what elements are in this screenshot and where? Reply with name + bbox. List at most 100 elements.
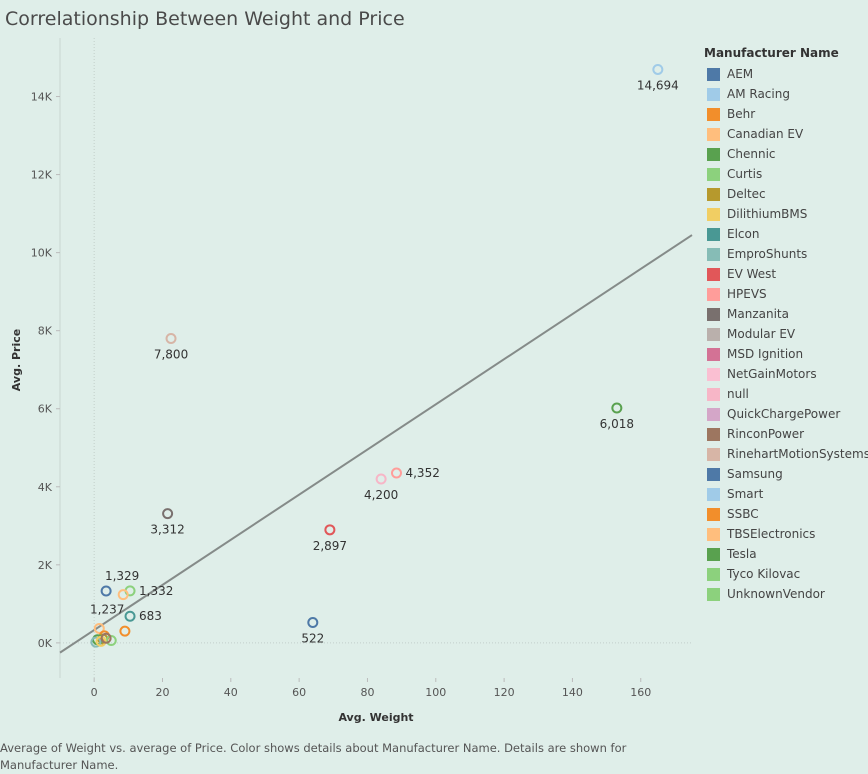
data-point[interactable] — [124, 610, 136, 622]
legend-item[interactable]: RinehartMotionSystems — [704, 444, 868, 464]
data-point[interactable] — [375, 473, 387, 485]
axis-layer: 0 20 40 60 80 100 120 140 160 0K 2K 4K 6K 8K 10K 12K 14K — [31, 38, 651, 699]
data-label: 683 — [139, 609, 162, 623]
legend-swatch — [707, 367, 720, 381]
legend-item[interactable]: MSD Ignition — [704, 344, 868, 364]
data-label: 1,237 — [90, 603, 124, 617]
data-point[interactable] — [162, 508, 174, 520]
legend-swatch — [707, 267, 720, 281]
legend-swatch — [707, 447, 720, 461]
data-label: 6,018 — [600, 417, 634, 431]
legend-item[interactable]: QuickChargePower — [704, 404, 868, 424]
legend-label: Modular EV — [727, 327, 796, 341]
legend-swatch — [707, 227, 720, 241]
legend-item[interactable]: Tesla — [704, 544, 868, 564]
y-axis-title: Avg. Price — [10, 329, 23, 391]
legend-label: RinconPower — [727, 427, 805, 441]
legend-label: QuickChargePower — [727, 407, 841, 421]
data-point[interactable] — [611, 402, 623, 414]
legend-swatch — [707, 407, 720, 421]
data-point[interactable] — [100, 585, 112, 597]
legend-swatch — [707, 507, 720, 521]
data-point[interactable] — [307, 617, 319, 629]
data-label: 14,694 — [637, 78, 679, 92]
legend-label: Manzanita — [727, 307, 789, 321]
legend-item[interactable]: TBSElectronics — [704, 524, 868, 544]
legend-item[interactable]: Tyco Kilovac — [704, 564, 868, 584]
data-point[interactable] — [165, 332, 177, 344]
legend-item[interactable]: Behr — [704, 104, 868, 124]
legend-item[interactable]: null — [704, 384, 868, 404]
legend-item[interactable]: AM Racing — [704, 84, 868, 104]
legend-swatch — [707, 527, 720, 541]
data-point[interactable] — [652, 63, 664, 75]
legend-item[interactable]: EmproShunts — [704, 244, 868, 264]
legend-item[interactable]: Smart — [704, 484, 868, 504]
data-point[interactable] — [90, 636, 102, 648]
data-label: 3,312 — [150, 523, 184, 537]
legend-item[interactable]: Samsung — [704, 464, 868, 484]
y-tick-label: 4K — [38, 481, 53, 494]
x-tick-label: 80 — [360, 686, 374, 699]
legend-item[interactable]: RinconPower — [704, 424, 868, 444]
legend-label: null — [727, 387, 749, 401]
legend-label: RinehartMotionSystems — [727, 447, 868, 461]
legend-label: Tesla — [727, 547, 757, 561]
y-tick-label: 14K — [31, 91, 53, 104]
legend-item[interactable]: EV West — [704, 264, 868, 284]
legend-item[interactable]: Manzanita — [704, 304, 868, 324]
legend-item[interactable]: Canadian EV — [704, 124, 868, 144]
legend-items: AEM AM Racing Behr Canadian EV Chennic Curtis… — [704, 64, 868, 604]
legend-swatch — [707, 547, 720, 561]
legend-item[interactable]: AEM — [704, 64, 868, 84]
legend-swatch — [707, 387, 720, 401]
legend-label: AEM — [727, 67, 754, 81]
y-tick-label: 2K — [38, 559, 53, 572]
legend-item[interactable]: Chennic — [704, 144, 868, 164]
legend-swatch — [707, 587, 720, 601]
legend-label: EV West — [727, 267, 777, 281]
legend-label: Tyco Kilovac — [727, 567, 801, 581]
y-tick-label: 0K — [38, 637, 53, 650]
legend-swatch — [707, 167, 720, 181]
legend-label: Canadian EV — [727, 127, 804, 141]
legend-item[interactable]: HPEVS — [704, 284, 868, 304]
chart-title: Correlationship Between Weight and Price — [5, 8, 405, 30]
legend-item[interactable]: DilithiumBMS — [704, 204, 868, 224]
legend-item[interactable]: Modular EV — [704, 324, 868, 344]
legend-label: NetGainMotors — [727, 367, 817, 381]
legend-swatch — [707, 147, 720, 161]
chart-caption: Average of Weight vs. average of Price. … — [0, 741, 627, 772]
data-label: 4,352 — [405, 466, 439, 480]
y-tick-label: 6K — [38, 403, 53, 416]
legend-swatch — [707, 427, 720, 441]
legend-item[interactable]: NetGainMotors — [704, 364, 868, 384]
x-tick-label: 0 — [91, 686, 98, 699]
legend-item[interactable]: Curtis — [704, 164, 868, 184]
data-label: 1,329 — [105, 569, 139, 583]
data-point[interactable] — [119, 625, 131, 637]
data-label: 1,332 — [139, 584, 173, 598]
legend-label: MSD Ignition — [727, 347, 804, 361]
x-tick-label: 160 — [630, 686, 651, 699]
legend-item[interactable]: SSBC — [704, 504, 868, 524]
x-tick-label: 40 — [224, 686, 238, 699]
data-label: 522 — [301, 632, 324, 646]
data-point[interactable] — [93, 622, 105, 634]
data-point[interactable] — [100, 632, 112, 644]
legend-item[interactable]: Deltec — [704, 184, 868, 204]
legend-swatch — [707, 87, 720, 101]
legend-item[interactable]: UnknownVendor — [704, 584, 868, 604]
data-point[interactable] — [390, 467, 402, 479]
data-point[interactable] — [105, 635, 117, 647]
legend-item[interactable]: Elcon — [704, 224, 868, 244]
legend-label: Behr — [727, 107, 756, 121]
data-point[interactable] — [324, 524, 336, 536]
legend-title: Manufacturer Name — [704, 46, 839, 60]
data-point[interactable] — [117, 589, 129, 601]
y-tick-label: 12K — [31, 169, 53, 182]
legend-swatch — [707, 127, 720, 141]
legend-label: Curtis — [727, 167, 763, 181]
legend-swatch — [707, 287, 720, 301]
